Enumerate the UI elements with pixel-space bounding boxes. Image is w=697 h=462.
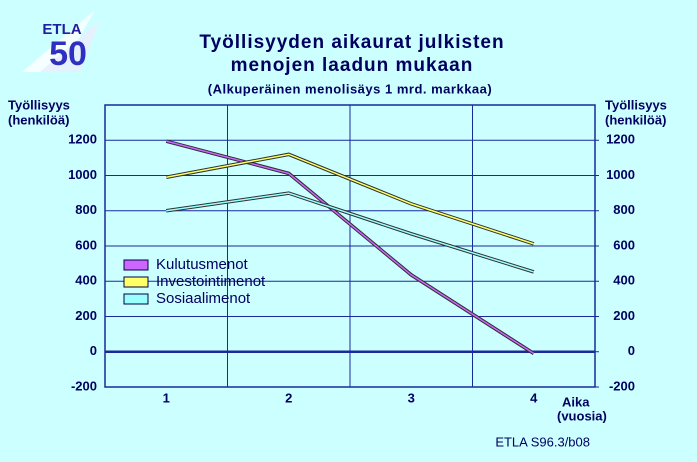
series-line	[166, 140, 535, 355]
legend-swatch	[123, 293, 149, 305]
x-tick-label: 3	[408, 390, 415, 405]
x-tick-label: 1	[163, 390, 170, 405]
x-axis-label: Aika	[562, 394, 590, 409]
y-tick-label: 1200	[68, 132, 97, 147]
y2-axis-label: Työllisyys	[605, 97, 667, 112]
chart-subtitle: (Alkuperäinen menolisäys 1 mrd. markkaa)	[208, 81, 492, 96]
y2-tick-label: 600	[613, 237, 635, 252]
chart-title: menojen laadun mukaan	[231, 55, 474, 76]
y-tick-label: 0	[90, 343, 97, 358]
x-axis-label: (vuosia)	[557, 408, 607, 423]
legend-label: Sosiaalimenot	[156, 290, 251, 307]
x-tick-label: 2	[285, 390, 292, 405]
source-note: ETLA S96.3/b08	[495, 434, 590, 449]
x-tick-label: 4	[530, 390, 538, 405]
y2-tick-label: 0	[628, 343, 635, 358]
legend-swatch	[123, 276, 149, 288]
legend-swatch	[123, 259, 149, 271]
logo-text: ETLA	[42, 21, 81, 38]
logo-number: 50	[49, 35, 87, 73]
y-tick-label: 1000	[68, 167, 97, 182]
y-tick-label: -200	[71, 378, 97, 393]
y2-tick-label: 1000	[606, 167, 635, 182]
y-tick-label: 400	[75, 273, 97, 288]
chart-title: Työllisyyden aikaurat julkisten	[199, 32, 504, 53]
y2-tick-label: -200	[609, 378, 635, 393]
y2-axis-label: (henkilöä)	[605, 112, 666, 127]
y2-tick-label: 400	[613, 273, 635, 288]
y-axis-label: Työllisyys	[8, 97, 70, 112]
y2-tick-label: 800	[613, 202, 635, 217]
logo: ETLA 50	[22, 10, 100, 73]
series-line	[166, 192, 534, 273]
y-tick-label: 600	[75, 237, 97, 252]
legend-label: Kulutusmenot	[156, 256, 249, 273]
y2-tick-label: 200	[613, 308, 635, 323]
y-tick-label: 200	[75, 308, 97, 323]
y-tick-label: 800	[75, 202, 97, 217]
y2-tick-label: 1200	[606, 132, 635, 147]
series-line	[166, 153, 534, 245]
legend-label: Investointimenot	[156, 273, 266, 290]
y-axis-label: (henkilöä)	[8, 112, 69, 127]
